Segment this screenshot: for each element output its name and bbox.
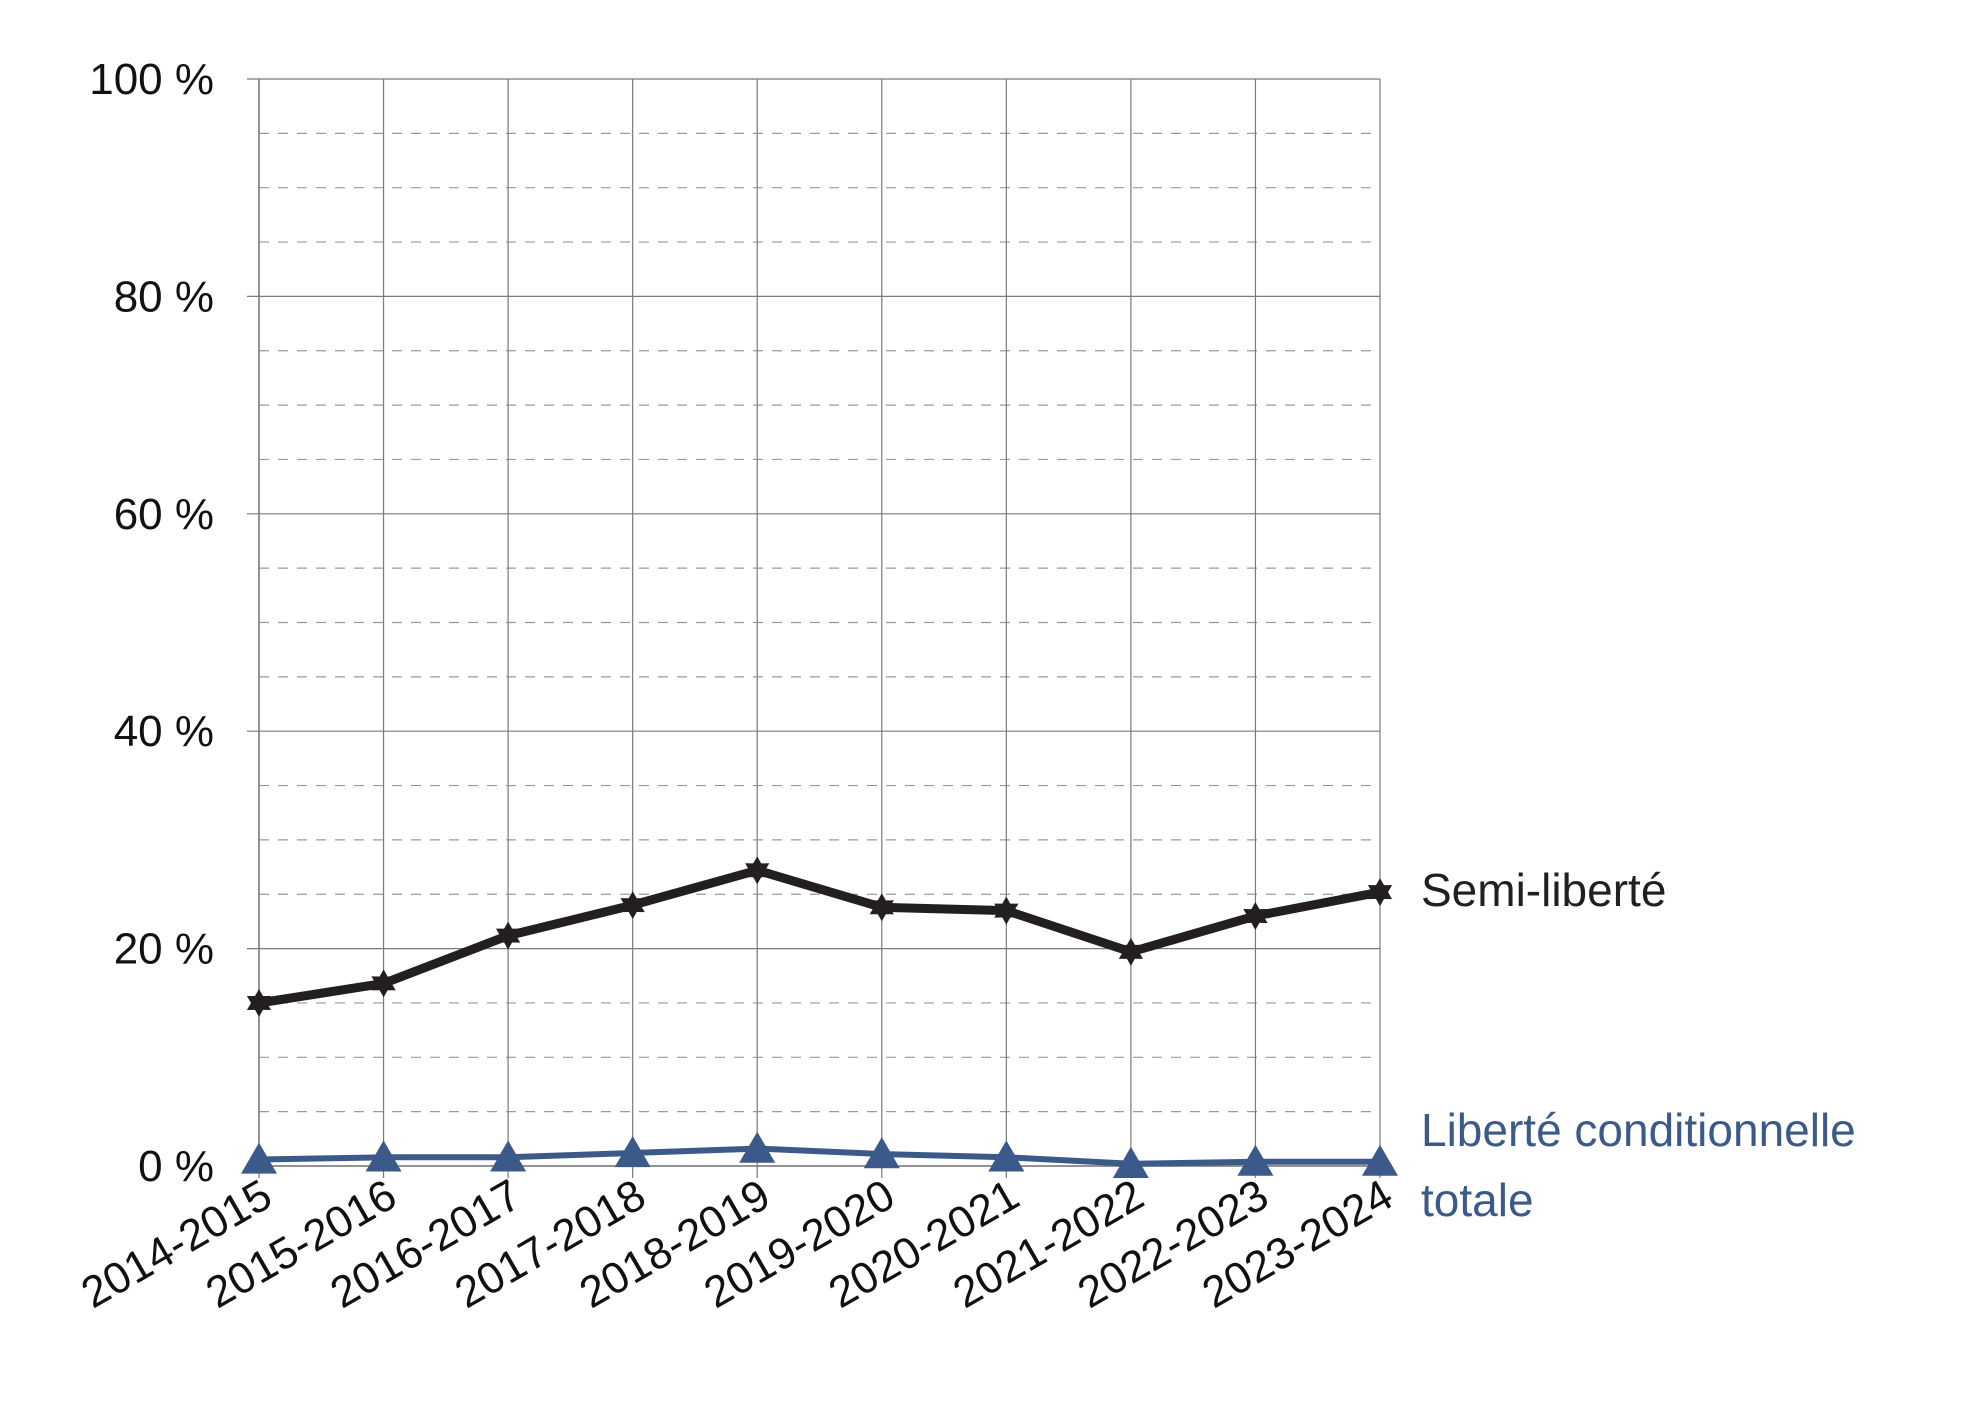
data-point xyxy=(1243,902,1268,930)
data-point xyxy=(246,989,272,1017)
data-point xyxy=(869,893,894,922)
data-point xyxy=(1362,1144,1398,1176)
y-tick-label: 100 % xyxy=(89,55,214,104)
series-lines xyxy=(241,856,1398,1178)
data-point xyxy=(863,1137,900,1169)
data-point xyxy=(490,1140,527,1172)
data-point xyxy=(496,921,521,950)
series-label-semi-liberte: Semi-liberté xyxy=(1421,864,1666,916)
y-tick-label: 80 % xyxy=(114,272,214,321)
y-tick-label: 60 % xyxy=(114,490,214,539)
y-axis-tick-labels: 0 % 20 % 40 % 60 % 80 % 100 % xyxy=(89,55,214,1191)
data-point xyxy=(745,856,770,885)
y-tick-label: 20 % xyxy=(114,925,214,974)
data-point xyxy=(1237,1144,1274,1176)
data-point xyxy=(994,896,1019,925)
data-point xyxy=(1112,1146,1149,1178)
data-point xyxy=(1367,878,1393,907)
series-line xyxy=(258,1145,1380,1167)
series-line xyxy=(258,865,1381,1008)
data-point xyxy=(620,891,645,920)
y-tick-label: 0 % xyxy=(138,1142,214,1191)
y-tick-label: 40 % xyxy=(114,707,214,756)
x-axis-tick-labels: 2014-20152015-20162016-20172017-20182018… xyxy=(73,1170,1401,1318)
major-gridlines xyxy=(247,78,1381,1178)
series-label-liberte-conditionnelle: Liberté conditionnelle totale xyxy=(1421,1104,1856,1226)
data-point xyxy=(241,1142,277,1174)
data-point xyxy=(365,1140,402,1172)
series-labels: Semi-liberté Liberté conditionnelle totale xyxy=(1421,864,1856,1226)
series-1 xyxy=(246,856,1393,1017)
data-point xyxy=(739,1131,776,1163)
data-point xyxy=(988,1140,1025,1172)
data-point xyxy=(1118,937,1143,966)
minor-gridlines xyxy=(259,132,1380,1113)
data-point xyxy=(614,1136,651,1168)
data-point xyxy=(371,969,396,998)
series-2 xyxy=(241,1131,1398,1178)
